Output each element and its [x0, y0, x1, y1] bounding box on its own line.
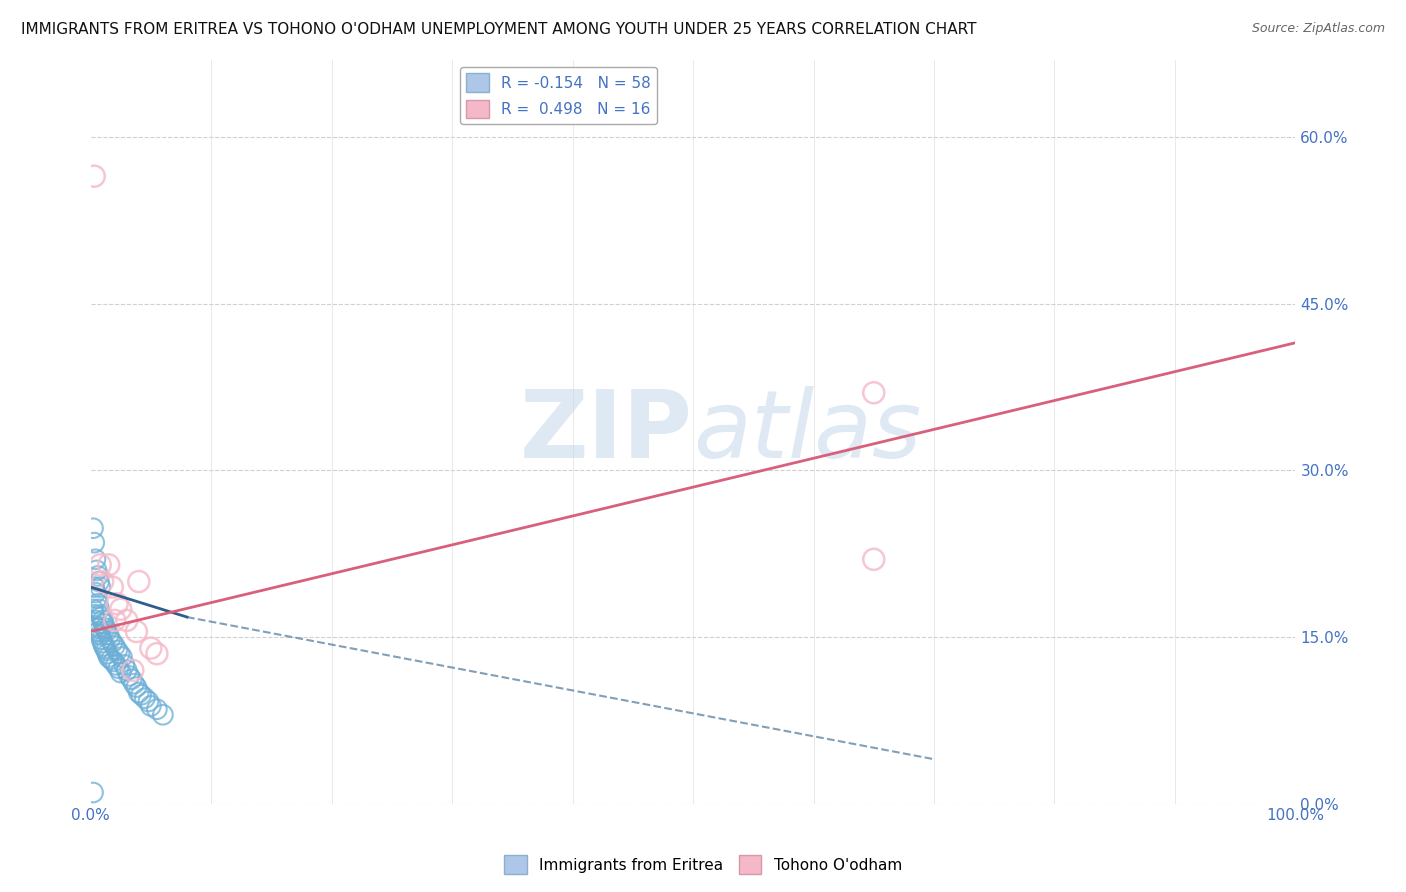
Point — [107, 661, 129, 675]
Point — [96, 643, 118, 657]
Point — [152, 707, 174, 722]
Point — [82, 521, 104, 535]
Point — [87, 597, 110, 611]
Point — [139, 641, 162, 656]
Point — [84, 552, 107, 566]
Point — [97, 628, 120, 642]
Point — [98, 632, 121, 647]
Point — [125, 680, 148, 694]
Point — [110, 602, 132, 616]
Point — [105, 643, 128, 657]
Point — [112, 657, 135, 672]
Point — [146, 702, 169, 716]
Point — [104, 614, 127, 628]
Point — [83, 169, 105, 184]
Point — [82, 602, 104, 616]
Point — [87, 621, 110, 635]
Point — [86, 563, 108, 577]
Point — [83, 580, 105, 594]
Point — [90, 632, 112, 647]
Point — [91, 614, 114, 628]
Point — [115, 664, 138, 678]
Point — [96, 647, 118, 661]
Point — [100, 652, 122, 666]
Point — [96, 624, 118, 639]
Point — [90, 610, 112, 624]
Point — [94, 621, 117, 635]
Point — [87, 624, 110, 639]
Text: ZIP: ZIP — [520, 385, 693, 477]
Text: IMMIGRANTS FROM ERITREA VS TOHONO O'ODHAM UNEMPLOYMENT AMONG YOUTH UNDER 25 YEAR: IMMIGRANTS FROM ERITREA VS TOHONO O'ODHA… — [21, 22, 977, 37]
Legend: Immigrants from Eritrea, Tohono O'odham: Immigrants from Eritrea, Tohono O'odham — [498, 849, 908, 880]
Point — [104, 657, 127, 672]
Point — [862, 552, 884, 566]
Point — [97, 650, 120, 665]
Point — [122, 676, 145, 690]
Point — [121, 664, 143, 678]
Point — [91, 635, 114, 649]
Point — [101, 635, 124, 649]
Point — [110, 665, 132, 680]
Point — [125, 624, 148, 639]
Text: atlas: atlas — [693, 386, 921, 477]
Point — [87, 574, 110, 589]
Point — [104, 639, 127, 653]
Point — [108, 647, 131, 661]
Point — [94, 641, 117, 656]
Point — [83, 535, 105, 549]
Point — [139, 698, 162, 713]
Point — [84, 614, 107, 628]
Point — [87, 569, 110, 583]
Point — [83, 607, 105, 622]
Point — [103, 655, 125, 669]
Point — [129, 688, 152, 702]
Point — [86, 591, 108, 606]
Point — [89, 558, 111, 572]
Point — [93, 616, 115, 631]
Point — [89, 607, 111, 622]
Point — [138, 694, 160, 708]
Point — [89, 580, 111, 594]
Point — [111, 650, 134, 665]
Point — [84, 585, 107, 599]
Point — [101, 580, 124, 594]
Point — [862, 385, 884, 400]
Point — [91, 574, 114, 589]
Point — [121, 672, 143, 686]
Point — [128, 685, 150, 699]
Text: Source: ZipAtlas.com: Source: ZipAtlas.com — [1251, 22, 1385, 36]
Point — [86, 619, 108, 633]
Point — [128, 574, 150, 589]
Point — [93, 639, 115, 653]
Point — [146, 647, 169, 661]
Legend: R = -0.154   N = 58, R =  0.498   N = 16: R = -0.154 N = 58, R = 0.498 N = 16 — [460, 67, 657, 124]
Point — [82, 785, 104, 799]
Point — [115, 614, 138, 628]
Point — [105, 597, 128, 611]
Point — [134, 691, 156, 706]
Point — [97, 558, 120, 572]
Point — [87, 602, 110, 616]
Point — [89, 628, 111, 642]
Point — [118, 669, 141, 683]
